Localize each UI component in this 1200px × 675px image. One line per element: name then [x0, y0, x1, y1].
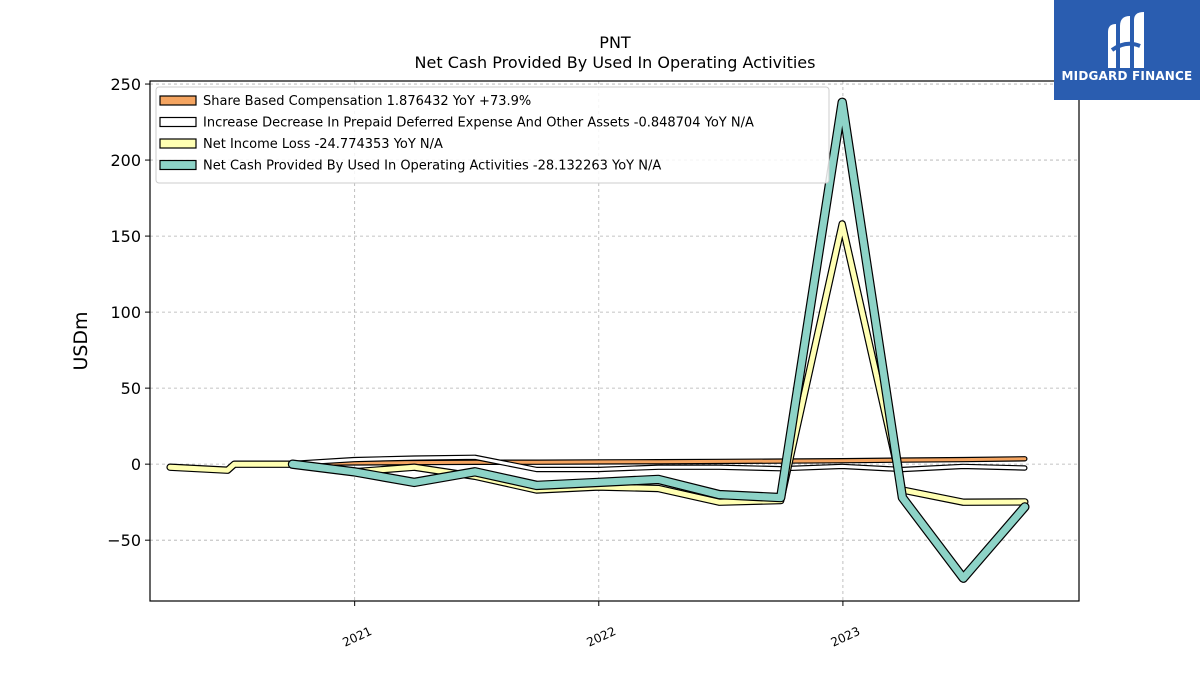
legend-swatch-1 [159, 116, 197, 128]
legend-entry-2: Net Income Loss -24.774353 YoY N/A [203, 137, 443, 152]
midgard-logo-icon [1108, 12, 1144, 68]
x-tick-label: 2021 [340, 624, 374, 650]
legend-box [155, 86, 830, 184]
legend-entry-1: Increase Decrease In Prepaid Deferred Ex… [203, 116, 754, 131]
logo: MIDGARD FINANCE [1054, 0, 1200, 100]
legend-swatch-3 [159, 159, 197, 171]
y-axis-label: USDm [70, 311, 92, 370]
y-tick-label: 0 [131, 455, 141, 474]
x-tick-label: 2022 [584, 624, 618, 650]
chart-ticker: PNT [599, 33, 631, 52]
y-tick-label: 150 [110, 227, 141, 246]
legend-swatch-2 [159, 138, 197, 149]
logo-text: MIDGARD FINANCE [1061, 69, 1193, 83]
series-line-3 [289, 98, 1029, 582]
y-tick-label: 250 [110, 75, 141, 94]
plot-frame [149, 80, 1080, 602]
legend: Share Based Compensation 1.876432 YoY +7… [155, 86, 830, 184]
y-tick-label: 50 [121, 379, 141, 398]
legend-entry-3: Net Cash Provided By Used In Operating A… [203, 159, 661, 174]
x-tick-label: 2023 [829, 624, 863, 650]
y-tick-label: 200 [110, 151, 141, 170]
legend-entry-0: Share Based Compensation 1.876432 YoY +7… [203, 94, 531, 109]
chart-title: Net Cash Provided By Used In Operating A… [415, 53, 816, 72]
y-tick-label: −50 [107, 531, 141, 550]
series-line-0 [291, 457, 1027, 465]
y-tick-label: 100 [110, 303, 141, 322]
legend-swatch-0 [159, 95, 197, 106]
